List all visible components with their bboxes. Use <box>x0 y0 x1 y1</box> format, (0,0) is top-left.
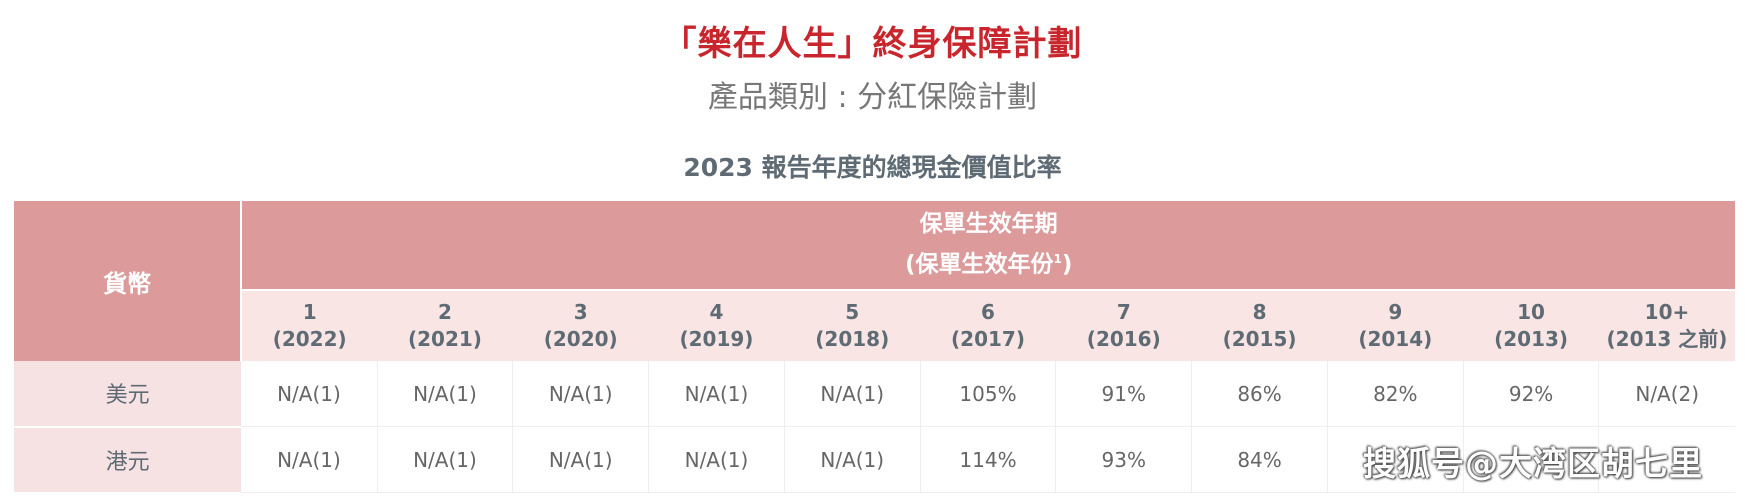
ratio-cell: 114% <box>920 426 1057 493</box>
table-header-row: 貨幣 保單生效年期 (保單生效年份1) <box>14 201 1735 361</box>
table-row: 港元 N/A(1) N/A(1) N/A(1) N/A(1) N/A(1) 114% 93% 8… <box>14 426 1735 494</box>
ratio-cell: N/A(1) <box>377 361 514 427</box>
year-header-cell: 9 (2014) <box>1327 289 1464 361</box>
policy-year-number: 5 <box>845 300 860 324</box>
policy-issue-year: (2021) <box>407 327 482 351</box>
policy-issue-year: (2020) <box>543 327 618 351</box>
policy-year-number: 8 <box>1252 300 1267 324</box>
year-header-cell: 4 (2019) <box>648 289 785 361</box>
policy-period-header: 保單生效年期 (保單生效年份1) <box>241 201 1735 290</box>
table-row: 美元 N/A(1) N/A(1) N/A(1) N/A(1) N/A(1) 105% 91% 8… <box>14 361 1735 428</box>
policy-year-number: 3 <box>573 300 588 324</box>
ratio-cell: 82% <box>1327 361 1464 427</box>
policy-issue-year: (2014) <box>1358 327 1433 351</box>
policy-issue-year: (2019) <box>679 327 754 351</box>
policy-year-label: (保單生效年份 <box>904 251 1054 278</box>
currency-header: 貨幣 <box>14 201 243 361</box>
year-header-cell: 10 (2013) <box>1463 289 1599 361</box>
policy-year-number: 10+ <box>1644 300 1690 324</box>
year-header-cell: 10+ (2013 之前) <box>1598 289 1735 361</box>
ratio-cell: 84% <box>1191 426 1328 493</box>
year-header-cell: 7 (2016) <box>1055 289 1192 361</box>
ratio-cell: 86% <box>1191 361 1328 427</box>
plan-title: 「樂在人生」終身保障計劃 <box>662 24 1083 64</box>
policy-issue-year: (2016) <box>1086 327 1161 351</box>
year-header-cell: 2 (2021) <box>377 289 513 361</box>
ratio-cell: N/A(1) <box>241 361 378 427</box>
year-header-cell: 3 (2020) <box>512 289 649 361</box>
footnote-marker: 1 <box>1053 252 1062 267</box>
year-header-row: 1 (2022) 2 (2021) 3 (2020) 4 (2019) 5 (2018) 6 (201… <box>14 289 1735 361</box>
ratio-cell <box>1598 426 1735 493</box>
cash-value-ratio-table: 貨幣 保單生效年期 (保單生效年份1) 1 (2022) 2 (2021) 3 (2020… <box>14 201 1735 494</box>
ratio-cell: N/A(1) <box>648 361 785 427</box>
policy-year-subtitle: (保單生效年份1) <box>242 242 1735 283</box>
watermark-text: 搜狐号@大湾区胡七里 <box>1363 444 1703 483</box>
report-year-title: 2023 報告年度的總現金價值比率 <box>683 153 1062 182</box>
year-header-cell: 8 (2015) <box>1191 289 1328 361</box>
ratio-cell: N/A(2) <box>1598 361 1735 427</box>
policy-issue-year: (2017) <box>951 327 1025 351</box>
ratio-cell: 105% <box>920 361 1057 427</box>
currency-label: 港元 <box>14 426 242 494</box>
ratio-cell <box>1463 426 1600 493</box>
policy-year-number: 10 <box>1517 300 1545 324</box>
ratio-cell: N/A(1) <box>241 426 378 493</box>
policy-year-number: 1 <box>302 300 317 324</box>
year-header-cell: 1 (2022) <box>241 289 378 361</box>
policy-year-number: 2 <box>437 300 452 324</box>
currency-label: 美元 <box>14 361 242 428</box>
year-header-cell: 6 (2017) <box>920 289 1056 361</box>
ratio-cell: N/A(1) <box>784 426 921 493</box>
policy-year-number: 7 <box>1116 300 1131 324</box>
ratio-cell: 92% <box>1463 361 1600 427</box>
policy-period-title: 保單生效年期 <box>919 211 1058 238</box>
policy-year-number: 4 <box>709 300 724 324</box>
policy-issue-year: (2013) <box>1494 327 1569 351</box>
ratio-cell: 93% <box>1055 426 1193 493</box>
product-category: 產品類別 : 分紅保險計劃 <box>707 80 1038 115</box>
year-header-cell: 5 (2018) <box>784 289 921 361</box>
ratio-cell: 91% <box>1055 361 1193 427</box>
table-body: 美元 N/A(1) N/A(1) N/A(1) N/A(1) N/A(1) 105% 91% 8… <box>14 361 1735 494</box>
ratio-cell: N/A(1) <box>512 426 650 493</box>
policy-year-close: ) <box>1061 251 1073 278</box>
ratio-cell <box>1327 426 1464 493</box>
policy-issue-year: (2022) <box>272 327 347 351</box>
policy-issue-year: (2018) <box>815 327 890 351</box>
policy-year-number: 9 <box>1388 300 1403 324</box>
policy-year-number: 6 <box>981 300 995 324</box>
ratio-cell: N/A(1) <box>377 426 514 493</box>
ratio-cell: N/A(1) <box>784 361 921 427</box>
policy-issue-year: (2015) <box>1222 327 1297 351</box>
ratio-cell: N/A(1) <box>648 426 785 493</box>
ratio-cell: N/A(1) <box>512 361 650 427</box>
policy-issue-year: (2013 之前) <box>1606 327 1728 351</box>
